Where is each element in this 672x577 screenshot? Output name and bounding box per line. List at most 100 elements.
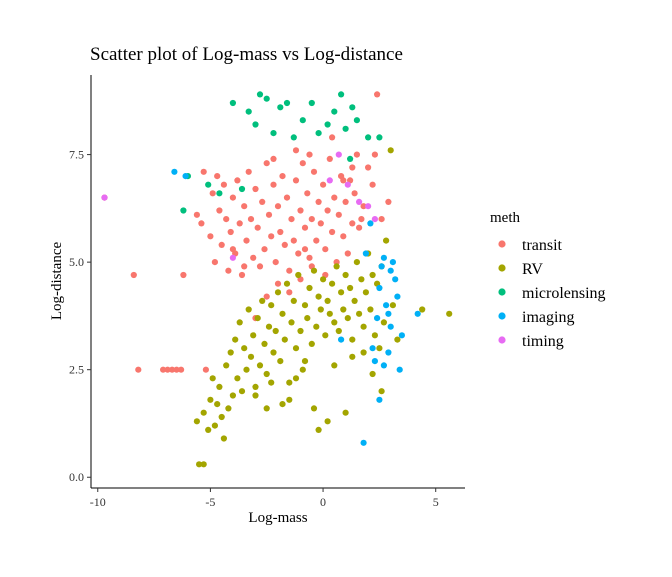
point-transit <box>378 216 385 223</box>
point-RV <box>342 409 349 416</box>
point-transit <box>265 211 273 218</box>
point-imaging <box>398 332 405 339</box>
point-transit <box>290 237 297 244</box>
point-RV <box>256 362 264 369</box>
point-transit <box>360 203 367 210</box>
point-imaging <box>360 439 367 446</box>
point-RV <box>310 267 318 274</box>
point-transit <box>369 181 376 188</box>
ticks-layer: -10 -5 0 5 0.0 2.5 5.0 7.5 <box>69 148 439 509</box>
point-imaging <box>385 349 392 356</box>
point-RV <box>308 340 315 347</box>
point-transit <box>331 194 338 201</box>
point-RV <box>270 349 277 356</box>
point-imaging <box>374 315 381 322</box>
point-transit <box>169 366 176 373</box>
point-transit <box>286 267 293 274</box>
point-RV <box>297 327 304 335</box>
point-transit <box>227 228 234 236</box>
point-transit <box>313 237 320 244</box>
point-RV <box>207 396 214 403</box>
point-microlensing <box>270 130 277 137</box>
point-RV <box>229 392 236 399</box>
point-transit <box>236 220 243 227</box>
point-RV <box>254 315 261 322</box>
point-transit <box>223 216 230 223</box>
point-transit <box>234 177 241 184</box>
point-transit <box>207 233 214 240</box>
point-imaging <box>387 267 394 274</box>
point-RV <box>378 388 385 395</box>
point-transit <box>130 271 137 279</box>
point-transit <box>164 366 171 373</box>
point-RV <box>322 332 329 339</box>
point-imaging <box>369 345 376 352</box>
point-transit <box>243 237 250 244</box>
point-timing <box>101 194 108 201</box>
point-RV <box>310 405 318 412</box>
point-imaging <box>380 362 387 369</box>
point-microlensing <box>299 117 306 124</box>
point-imaging <box>380 254 387 261</box>
point-imaging <box>385 310 392 317</box>
point-microlensing <box>283 99 291 107</box>
point-imaging <box>367 220 374 227</box>
point-imaging <box>182 173 189 180</box>
point-transit <box>229 246 236 253</box>
legend-key-timing <box>498 336 506 344</box>
point-transit <box>326 155 333 162</box>
point-transit <box>261 246 268 253</box>
point-RV <box>304 315 311 322</box>
point-transit <box>259 198 266 205</box>
point-RV <box>353 259 360 266</box>
point-RV <box>387 147 394 154</box>
legend-key-transit <box>498 240 506 248</box>
point-transit <box>281 241 288 248</box>
point-transit <box>349 164 356 171</box>
y-tick-label: 5.0 <box>69 255 84 269</box>
point-RV <box>223 362 230 369</box>
point-transit <box>356 224 363 231</box>
point-RV <box>313 323 320 330</box>
point-transit <box>306 151 313 158</box>
point-imaging <box>376 396 383 403</box>
legend: meth transit RV microlensing imaging timing <box>490 210 606 350</box>
legend-label-microlensing: microlensing <box>522 285 606 302</box>
point-transit <box>216 207 223 214</box>
point-RV <box>265 323 273 330</box>
point-transit <box>299 160 306 167</box>
point-microlensing <box>245 108 252 115</box>
point-transit <box>279 173 286 180</box>
point-transit <box>173 366 180 373</box>
point-microlensing <box>342 125 349 132</box>
point-RV <box>317 306 324 313</box>
point-transit <box>304 190 311 197</box>
point-RV <box>232 336 239 343</box>
point-transit <box>322 246 329 253</box>
point-microlensing <box>315 130 322 137</box>
point-microlensing <box>229 99 236 107</box>
point-RV <box>331 362 338 369</box>
point-RV <box>272 327 279 335</box>
legend-label-imaging: imaging <box>522 309 574 326</box>
point-transit <box>374 91 381 98</box>
point-RV <box>324 418 331 425</box>
point-transit <box>247 216 255 223</box>
point-RV <box>279 310 286 317</box>
point-transit <box>288 216 295 223</box>
point-RV <box>209 375 216 382</box>
point-transit <box>324 207 331 214</box>
point-RV <box>335 327 342 335</box>
point-RV <box>356 310 363 317</box>
point-transit <box>178 366 185 373</box>
point-transit <box>351 190 358 197</box>
legend-label-transit: transit <box>522 237 563 254</box>
point-transit <box>315 198 322 205</box>
point-RV <box>342 271 349 279</box>
y-tick-label: 0.0 <box>69 470 84 484</box>
point-RV <box>347 284 354 292</box>
point-RV <box>299 366 306 373</box>
point-RV <box>349 336 356 343</box>
point-transit <box>209 190 216 197</box>
point-RV <box>419 306 426 313</box>
